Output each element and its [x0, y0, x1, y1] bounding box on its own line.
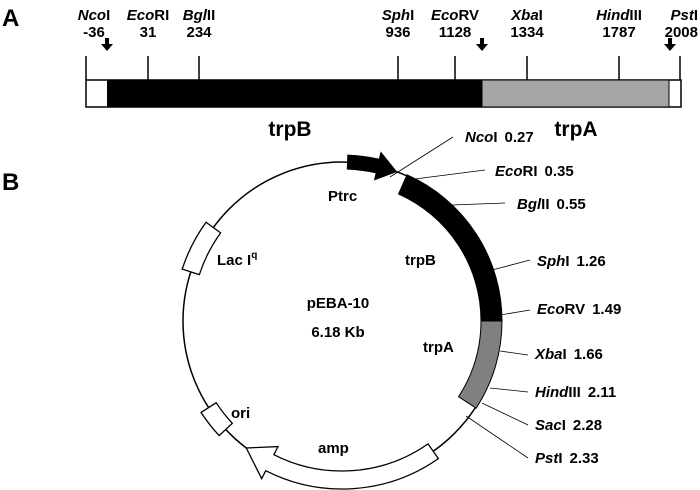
trpB-segment [107, 80, 482, 107]
panel-b-label: B [2, 169, 19, 196]
site-position: 1334 [510, 24, 544, 41]
site-label: EcoRI 0.35 [495, 163, 574, 180]
trpB-label: trpB [405, 252, 436, 269]
site-label: XbaI 1.66 [534, 346, 603, 363]
site-name: EcoRV [431, 7, 479, 24]
laciq-box [181, 221, 222, 276]
site-name: XbaI [510, 7, 543, 24]
site-label: EcoRV 1.49 [537, 301, 621, 318]
panel-a-label: A [2, 5, 19, 32]
plasmid-map: NcoI 0.27 EcoRI 0.35 BglII 0.55 SphI 1.26 EcoRV 1… [181, 129, 621, 490]
site-leader-line [489, 387, 529, 393]
site-label: PstI 2.33 [535, 450, 599, 467]
site-label: SacI 2.28 [535, 417, 602, 434]
site-leader-line [465, 415, 529, 459]
laciq-label: Lac Iq [217, 250, 257, 269]
amp-gene-arrow [245, 442, 440, 490]
site-label: BglII 0.55 [517, 196, 586, 213]
site-name: EcoRI [127, 7, 170, 24]
ori-label: ori [231, 405, 250, 422]
site-position: -36 [83, 24, 105, 41]
trpB-arc [397, 174, 503, 322]
site-label: HindIII 2.11 [535, 384, 616, 401]
stop-arrow-icon [664, 38, 676, 51]
trpA-label: trpA [423, 339, 454, 356]
trpA-arc [457, 320, 503, 409]
trpA-segment [481, 79, 670, 108]
plasmid-size: 6.18 Kb [311, 324, 364, 341]
ptrc-label: Ptrc [328, 188, 357, 205]
gene-label-trpB: trpB [268, 118, 311, 141]
site-leader-line [406, 169, 486, 181]
site-leader-line [499, 309, 531, 316]
site-position: 1787 [602, 24, 635, 41]
site-position: 1128 [439, 24, 472, 41]
site-name: NcoI [78, 7, 111, 24]
site-label: SphI 1.26 [537, 253, 606, 270]
gene-label-trpA: trpA [554, 118, 597, 141]
site-position: 234 [186, 24, 212, 41]
site-position: 31 [140, 24, 157, 41]
plasmid-name: pEBA-10 [307, 295, 370, 312]
site-leader-line [451, 202, 506, 206]
site-name: HindIII [596, 7, 642, 24]
ori-box [200, 401, 234, 437]
site-leader-line [389, 136, 454, 178]
amp-label: amp [318, 440, 349, 457]
site-position: 936 [385, 24, 410, 41]
junction-arrow-icon [476, 38, 488, 51]
site-leader-line [481, 402, 529, 426]
site-name: SphI [382, 7, 415, 24]
site-leader-line [491, 259, 531, 271]
start-arrow-icon [101, 38, 113, 51]
site-label: NcoI 0.27 [465, 129, 534, 146]
site-name: BglII [183, 7, 216, 24]
site-name: PstI [670, 7, 698, 24]
site-position: 2008 [665, 24, 698, 41]
site-leader-line [499, 350, 529, 356]
ptrc-promoter-arrow [346, 151, 398, 181]
